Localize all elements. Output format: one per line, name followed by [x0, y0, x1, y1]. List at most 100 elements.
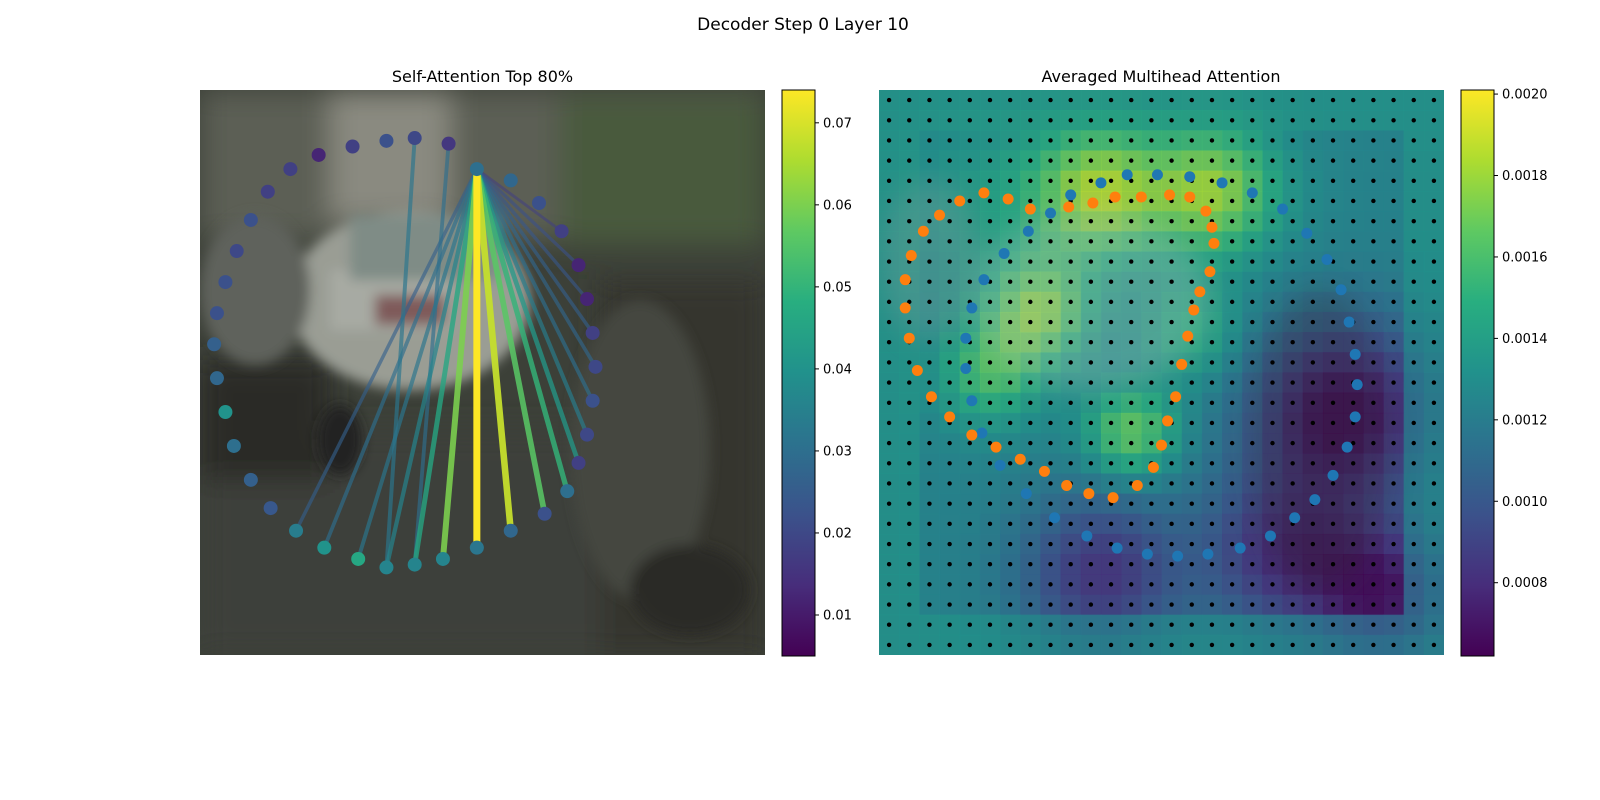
grid-dot: [1209, 481, 1215, 486]
grid-dot: [1108, 400, 1114, 405]
grid-dot: [1270, 360, 1275, 365]
grid-dot: [1129, 440, 1134, 446]
grid-dot: [1411, 541, 1416, 547]
attention-point-25: [209, 371, 224, 386]
attention-point-16: [407, 557, 422, 572]
grid-dot: [1250, 521, 1255, 527]
grid-dot: [1330, 582, 1336, 587]
grid-dot: [886, 319, 892, 325]
grid-dot: [1048, 440, 1053, 446]
grid-dot: [1351, 562, 1356, 567]
grid-dot: [1209, 521, 1215, 527]
grid-dot: [1371, 279, 1376, 284]
grid-dot: [1007, 501, 1013, 506]
attention-point-20: [289, 523, 304, 538]
grid-dot: [1088, 319, 1094, 325]
grid-dot: [1189, 642, 1194, 648]
grid-dot: [1391, 239, 1396, 244]
grid-dot: [1371, 259, 1376, 264]
attention-point-5: [580, 292, 595, 307]
grid-dot: [1149, 521, 1154, 527]
grid-dot: [1330, 541, 1336, 547]
grid-dot: [1209, 279, 1215, 284]
orange-point: [1208, 237, 1220, 249]
grid-dot: [1391, 622, 1396, 627]
grid-dot: [1270, 279, 1275, 284]
grid-dot: [1007, 118, 1013, 123]
grid-dot: [1189, 319, 1194, 325]
blue-point: [1234, 542, 1246, 554]
grid-dot: [1189, 360, 1194, 365]
grid-dot: [1088, 481, 1094, 486]
grid-dot: [1149, 138, 1154, 143]
grid-dot: [1290, 198, 1295, 204]
grid-dot: [1431, 340, 1437, 345]
grid-dot: [1108, 279, 1114, 284]
grid-dot: [1310, 239, 1316, 244]
grid-dot: [1169, 622, 1174, 627]
colorbar-tick-label-4: 0.0016: [1502, 250, 1548, 265]
grid-dot: [1411, 158, 1416, 163]
grid-dot: [1028, 602, 1033, 607]
grid-dot: [1431, 562, 1437, 567]
grid-dot: [1088, 521, 1094, 527]
grid-dot: [1028, 198, 1033, 204]
attention-line-6: [474, 167, 595, 403]
grid-dot: [1088, 138, 1094, 143]
grid-dot: [927, 501, 932, 506]
grid-dot: [1149, 380, 1154, 385]
attention-point-6: [585, 325, 600, 340]
grid-dot: [1149, 340, 1154, 345]
grid-dot: [1048, 541, 1053, 547]
grid-dot: [1068, 582, 1073, 587]
grid-dot: [1169, 340, 1174, 345]
grid-dot: [907, 582, 912, 587]
blue-point: [1111, 542, 1123, 554]
grid-dot: [1189, 562, 1194, 567]
grid-dot: [967, 97, 972, 103]
grid-dot: [1149, 178, 1154, 183]
grid-dot: [1129, 501, 1134, 506]
grid-dot: [987, 642, 993, 648]
grid-dot: [1108, 602, 1114, 607]
grid-dot: [967, 178, 972, 183]
grid-dot: [1290, 562, 1295, 567]
orange-point: [903, 332, 915, 344]
grid-dot: [1411, 642, 1416, 648]
grid-dot: [1411, 562, 1416, 567]
grid-dot: [947, 481, 952, 486]
grid-dot: [1129, 602, 1134, 607]
grid-dot: [967, 158, 972, 163]
grid-dot: [1250, 360, 1255, 365]
grid-dot: [1129, 562, 1134, 567]
grid-dot: [1028, 582, 1033, 587]
grid-dot: [1229, 360, 1235, 365]
right-colorbar: [1460, 89, 1495, 657]
orange-point: [1147, 461, 1159, 473]
grid-dot: [1149, 602, 1154, 607]
grid-dot: [1310, 319, 1316, 325]
grid-dot: [1088, 360, 1094, 365]
colorbar-tick-label-0: 0.01: [823, 608, 852, 623]
orange-point: [1182, 330, 1194, 342]
grid-dot: [1048, 319, 1053, 325]
grid-dot: [1169, 602, 1174, 607]
grid-dot: [947, 400, 952, 405]
grid-dot: [1149, 218, 1154, 224]
grid-dot: [1189, 218, 1194, 224]
blue-point: [960, 362, 972, 374]
grid-dot: [1391, 481, 1396, 486]
orange-point: [1206, 221, 1218, 233]
grid-dot: [1371, 198, 1376, 204]
grid-dot: [1088, 279, 1094, 284]
attention-point-2: [532, 196, 546, 210]
grid-dot: [1250, 440, 1255, 446]
grid-dot: [1310, 582, 1316, 587]
grid-dot: [987, 541, 993, 547]
grid-dot: [1108, 158, 1114, 163]
grid-dot: [886, 622, 892, 627]
grid-dot: [1169, 501, 1174, 506]
grid-dot: [886, 541, 892, 547]
grid-dot: [886, 178, 892, 183]
